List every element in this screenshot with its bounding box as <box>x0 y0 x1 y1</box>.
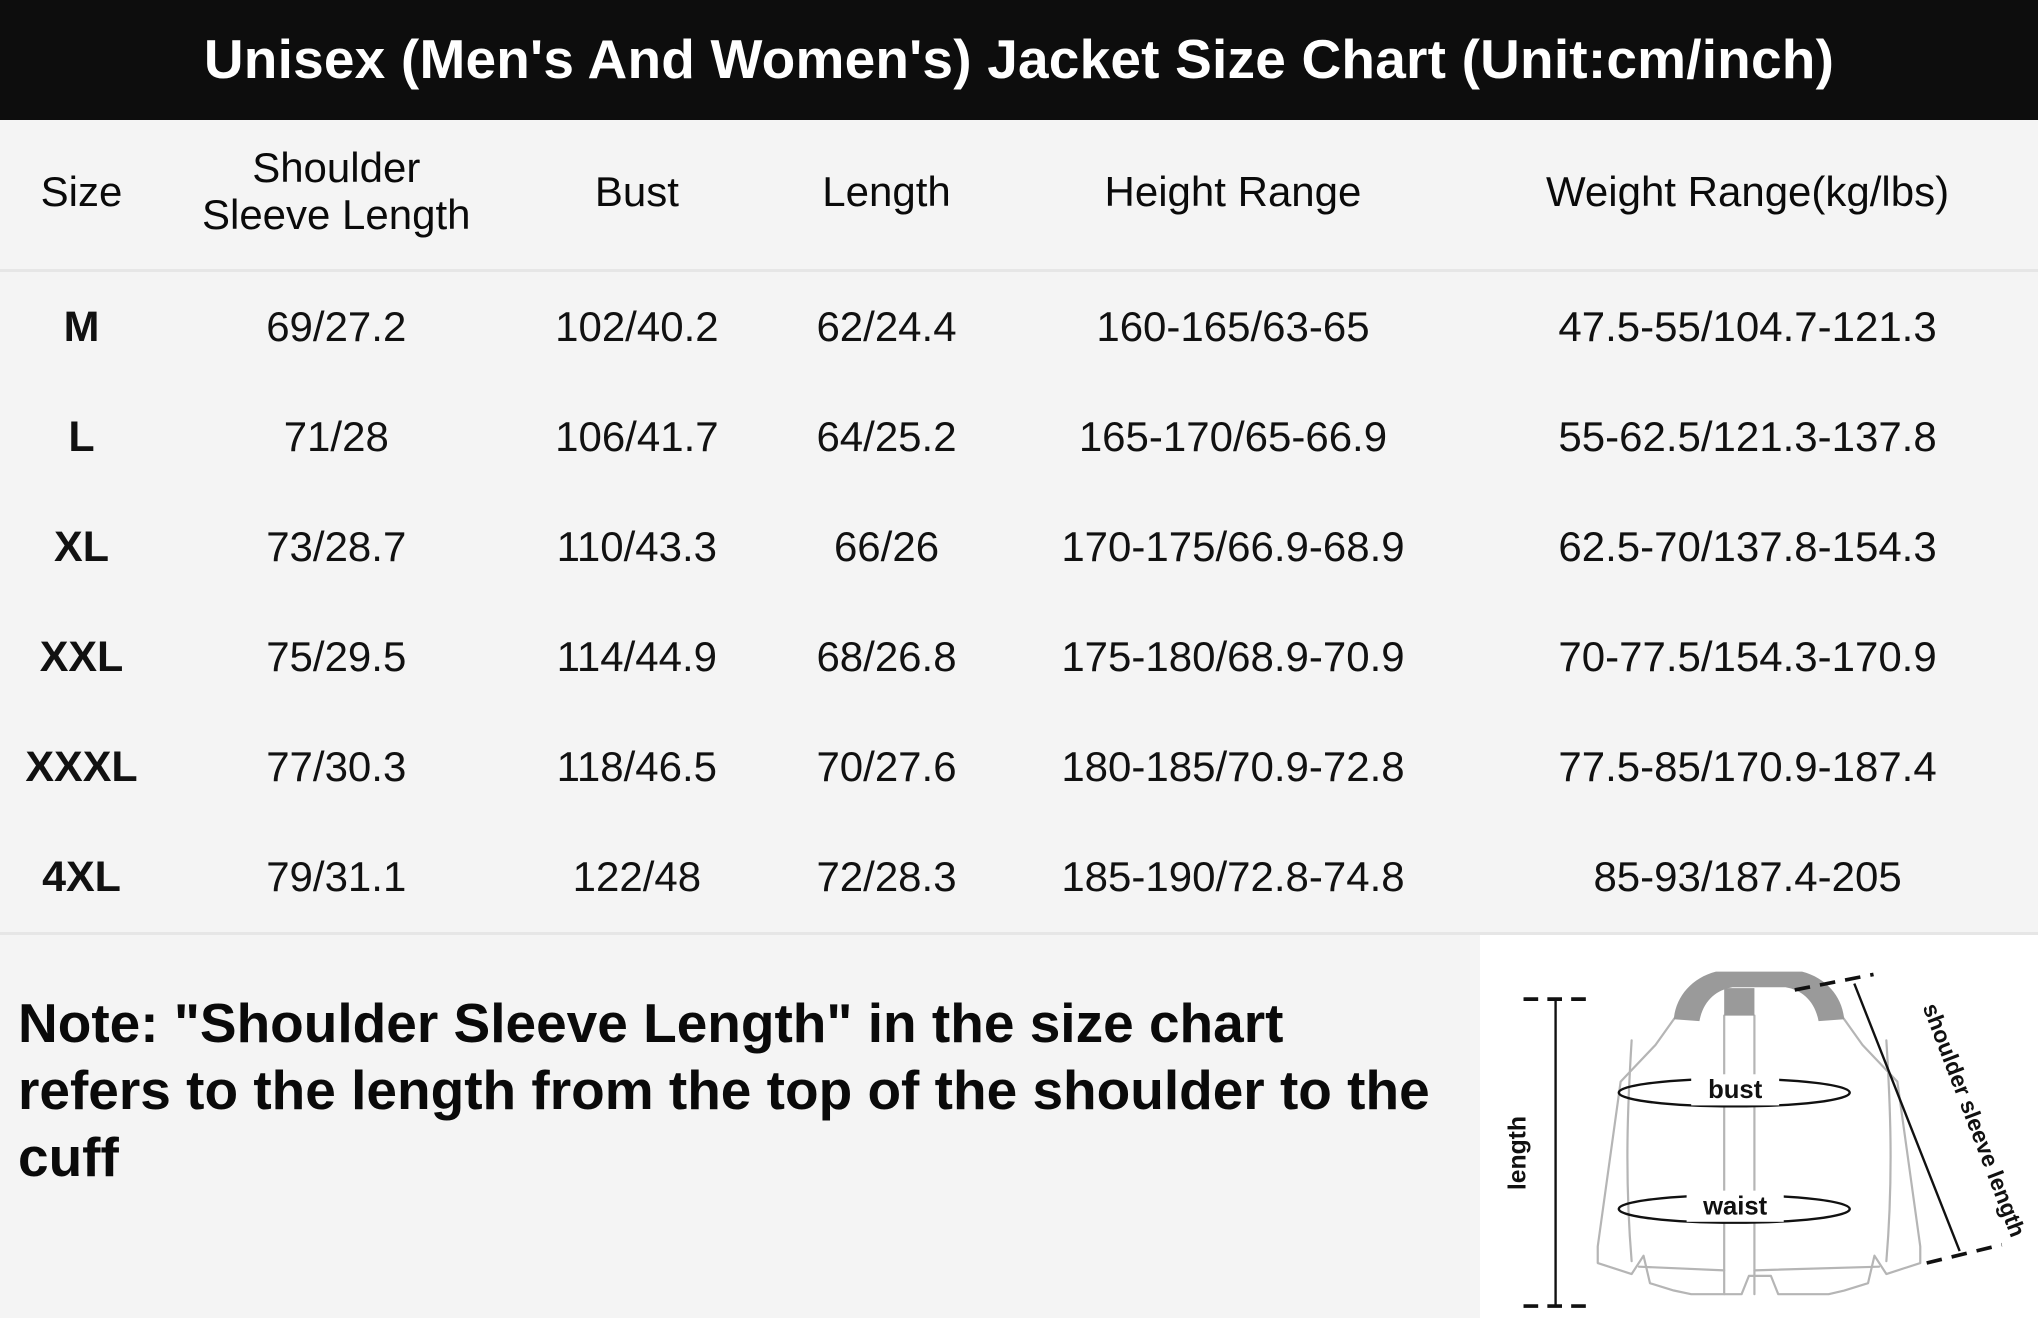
jacket-diagram-svg: length bust waist <box>1503 935 2031 1318</box>
cell-weight-range: 70-77.5/154.3-170.9 <box>1558 633 1937 680</box>
cell-size: XL <box>54 522 109 571</box>
waist-annotation: waist <box>1617 1190 1851 1224</box>
cell-bust: 114/44.9 <box>556 633 718 680</box>
cell-length: 64/25.2 <box>816 413 957 460</box>
bust-label: bust <box>1708 1076 1763 1104</box>
cell-size: XXXL <box>25 742 138 791</box>
cell-weight-range: 62.5-70/137.8-154.3 <box>1558 523 1937 570</box>
cell-shoulder-sleeve-length: 77/30.3 <box>266 743 407 790</box>
cell-height-range: 165-170/65-66.9 <box>1078 413 1388 460</box>
cell-height-range: 170-175/66.9-68.9 <box>1061 523 1405 570</box>
shoulder-sleeve-measure-line <box>1853 983 1961 1252</box>
cell-size: L <box>68 412 95 461</box>
waist-label: waist <box>1702 1192 1768 1220</box>
column-header-weight-range: Weight Range(kg/lbs) <box>1457 120 2038 272</box>
jacket-right-sleeve-seam <box>1885 1039 1892 1263</box>
bottom-section: Note: "Shoulder Sleeve Length" in the si… <box>0 935 2038 1318</box>
cell-length: 72/28.3 <box>764 822 1009 935</box>
bust-label-backdrop <box>1691 1074 1780 1106</box>
size-chart-table: Size Shoulder Sleeve Length Bust Length … <box>0 120 2038 935</box>
cell-bust: 118/46.5 <box>556 743 718 790</box>
cell-shoulder-sleeve-length: 79/31.1 <box>163 822 510 935</box>
table-row: XXL 75/29.5 114/44.9 68/26.8 175-180/68.… <box>0 602 2038 712</box>
table-row: M 69/27.2 102/40.2 62/24.4 160-165/63-65… <box>0 271 2038 383</box>
table-row: XXXL 77/30.3 118/46.5 70/27.6 180-185/70… <box>0 712 2038 822</box>
jacket-left-sleeve-seam <box>1626 1039 1633 1263</box>
jacket-collar-center <box>1724 988 1755 1016</box>
note-box: Note: "Shoulder Sleeve Length" in the si… <box>0 935 1480 1318</box>
bust-annotation: bust <box>1617 1074 1851 1108</box>
cell-size: 4XL <box>0 822 164 935</box>
cell-length: 68/26.8 <box>816 633 957 680</box>
table-row: 4XL 79/31.1 122/48 72/28.3 185-190/72.8-… <box>0 822 2038 935</box>
column-header-height-range: Height Range <box>1008 120 1458 272</box>
table-header-row: Size Shoulder Sleeve Length Bust Length … <box>0 120 2038 272</box>
cell-bust: 106/41.7 <box>555 413 719 460</box>
cell-height-range: 175-180/68.9-70.9 <box>1061 633 1405 680</box>
cell-weight-range: 47.5-55/104.7-121.3 <box>1558 303 1937 350</box>
cell-weight-range: 55-62.5/121.3-137.8 <box>1558 413 1937 460</box>
jacket-measurement-diagram: length bust waist <box>1480 935 2038 1318</box>
cell-height-range: 185-190/72.8-74.8 <box>1008 822 1458 935</box>
page-title: Unisex (Men's And Women's) Jacket Size C… <box>203 28 1835 91</box>
table-header: Size Shoulder Sleeve Length Bust Length … <box>0 120 2038 272</box>
diagram-background <box>1503 935 2015 1318</box>
cell-bust: 122/48 <box>509 822 765 935</box>
column-header-length: Length <box>764 120 1009 272</box>
cell-shoulder-sleeve-length: 71/28 <box>283 413 389 460</box>
cell-size: XXL <box>39 632 124 681</box>
cell-weight-range: 85-93/187.4-205 <box>1457 822 2038 935</box>
shoulder-sleeve-length-annotation <box>1794 972 2003 1265</box>
jacket-collar <box>1673 971 1845 1022</box>
cell-shoulder-sleeve-length: 69/27.2 <box>266 303 407 350</box>
length-annotation <box>1523 997 1588 1308</box>
cell-height-range: 160-165/63-65 <box>1096 303 1370 350</box>
jacket-hem <box>1637 1265 1881 1272</box>
cell-bust: 102/40.2 <box>555 303 719 350</box>
cell-length: 70/27.6 <box>816 743 957 790</box>
shoulder-sleeve-top-cap <box>1794 972 1874 992</box>
column-header-shoulder-sleeve-length-line1: Shoulder <box>252 144 421 192</box>
title-bar: Unisex (Men's And Women's) Jacket Size C… <box>0 0 2038 120</box>
cell-length: 62/24.4 <box>816 303 957 350</box>
cell-size: M <box>63 302 100 351</box>
column-header-bust: Bust <box>509 120 765 272</box>
cell-bust: 110/43.3 <box>556 523 718 570</box>
shoulder-sleeve-bottom-cap <box>1926 1242 2003 1265</box>
waist-label-backdrop <box>1686 1190 1784 1222</box>
column-header-shoulder-sleeve-length: Shoulder Sleeve Length <box>163 120 510 272</box>
table-row: L 71/28 106/41.7 64/25.2 165-170/65-66.9… <box>0 382 2038 492</box>
column-header-size: Size <box>0 120 164 272</box>
cell-shoulder-sleeve-length: 73/28.7 <box>266 523 407 570</box>
table-row: XL 73/28.7 110/43.3 66/26 170-175/66.9-6… <box>0 492 2038 602</box>
cell-length: 66/26 <box>833 523 940 570</box>
cell-height-range: 180-185/70.9-72.8 <box>1061 743 1405 790</box>
length-label: length <box>1504 1116 1531 1190</box>
cell-weight-range: 77.5-85/170.9-187.4 <box>1558 743 1937 790</box>
column-header-shoulder-sleeve-length-line2: Sleeve Length <box>201 190 471 238</box>
note-text: Note: "Shoulder Sleeve Length" in the si… <box>18 992 1430 1189</box>
table-body: M 69/27.2 102/40.2 62/24.4 160-165/63-65… <box>0 271 2038 935</box>
cell-shoulder-sleeve-length: 75/29.5 <box>266 633 407 680</box>
